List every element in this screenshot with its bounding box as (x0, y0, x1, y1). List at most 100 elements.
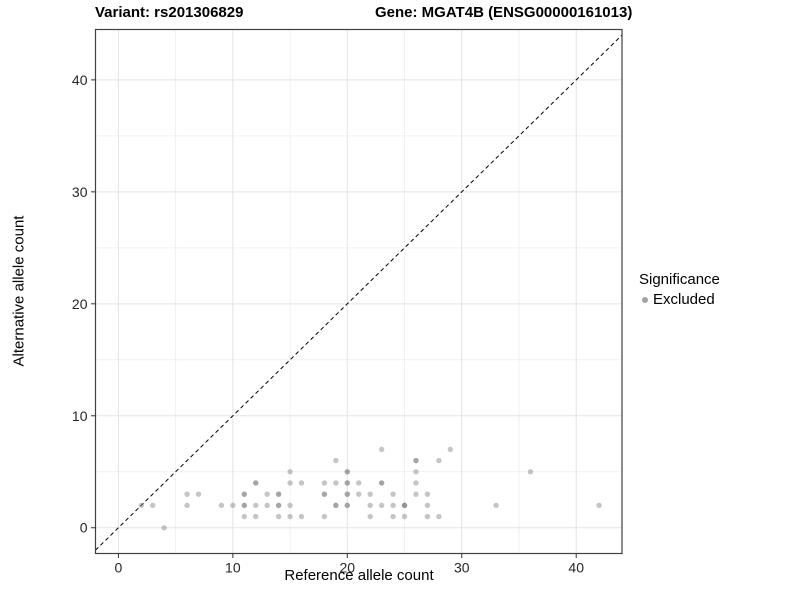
data-point (344, 502, 351, 509)
data-point (344, 491, 351, 497)
x-tick-label: 30 (454, 560, 470, 576)
data-point (150, 502, 156, 509)
data-point (264, 502, 270, 509)
data-point (241, 502, 247, 509)
data-point (447, 446, 454, 453)
gene-title: Gene: MGAT4B (ENSG00000161013) (375, 4, 633, 21)
data-point (184, 491, 190, 497)
data-point (321, 513, 328, 520)
data-point (390, 502, 396, 509)
data-point (253, 513, 259, 520)
y-tick-label: 30 (72, 184, 88, 200)
data-point (138, 502, 144, 509)
data-point (436, 457, 442, 464)
data-point (287, 513, 293, 520)
data-point (253, 480, 259, 486)
variant-title: Variant: rs201306829 (95, 4, 244, 21)
y-tick-label: 10 (72, 408, 88, 424)
data-point (344, 469, 351, 475)
data-point (378, 446, 385, 453)
data-point (333, 480, 339, 486)
data-point (264, 491, 270, 497)
data-point (424, 502, 431, 509)
data-point (333, 502, 339, 509)
data-point (321, 491, 328, 497)
data-point (413, 491, 419, 497)
identity-line (95, 34, 623, 551)
data-point (275, 491, 282, 497)
data-point (218, 502, 225, 509)
data-point (241, 491, 247, 497)
data-point (241, 491, 247, 497)
data-point (333, 457, 339, 464)
data-point (356, 491, 362, 497)
y-tick-label: 20 (72, 296, 88, 312)
data-point (378, 480, 385, 486)
legend-point-icon (642, 296, 648, 303)
data-point (390, 513, 396, 520)
data-point (298, 513, 305, 520)
data-point (401, 502, 408, 509)
x-axis-label: Reference allele count (284, 567, 434, 584)
data-point (424, 491, 431, 497)
x-tick-label: 40 (568, 560, 584, 576)
data-point (287, 469, 293, 475)
data-point (367, 491, 373, 497)
data-point (401, 513, 408, 520)
data-point (378, 480, 385, 486)
data-point (527, 469, 534, 475)
data-point (298, 480, 305, 486)
data-point (344, 502, 351, 509)
data-point (275, 491, 282, 497)
x-tick-label: 10 (225, 560, 241, 576)
y-tick-label: 0 (80, 520, 88, 536)
data-point (344, 480, 351, 486)
x-tick-label: 0 (114, 560, 122, 576)
data-point (287, 480, 293, 486)
data-point (321, 480, 328, 486)
data-point (493, 502, 499, 509)
data-point (344, 480, 351, 486)
data-point (241, 513, 247, 520)
y-axis-label: Alternative allele count (10, 215, 28, 367)
data-point (275, 502, 282, 509)
data-point (321, 491, 328, 497)
x-tick-label: 20 (340, 560, 356, 576)
data-point (253, 480, 259, 486)
data-point (367, 502, 373, 509)
data-point (413, 480, 419, 486)
data-point (401, 502, 408, 509)
legend-item-label: Excluded (653, 291, 715, 308)
data-point (344, 469, 351, 475)
data-point (161, 525, 167, 531)
data-point (253, 502, 259, 509)
data-point (390, 491, 396, 497)
legend-title: Significance (639, 271, 720, 288)
data-point (367, 513, 373, 520)
data-point (344, 491, 351, 497)
y-tick-label: 40 (72, 72, 88, 88)
data-point (413, 457, 419, 464)
data-point (241, 502, 247, 509)
data-point (596, 502, 602, 509)
data-point (413, 469, 419, 475)
data-point (413, 457, 419, 464)
panel-border (94, 28, 623, 555)
data-point (356, 480, 362, 486)
legend-item-excluded: Excluded (642, 291, 720, 308)
data-point (333, 502, 339, 509)
data-point (378, 502, 385, 509)
data-point (275, 513, 282, 520)
data-point (436, 513, 442, 520)
data-point (195, 491, 202, 497)
plot-panel (95, 29, 622, 554)
data-point (275, 502, 282, 509)
data-point (230, 502, 236, 509)
data-point (401, 502, 408, 509)
data-point (184, 502, 190, 509)
data-point (424, 513, 431, 520)
data-point (287, 502, 293, 509)
legend: Significance Excluded (639, 271, 720, 308)
